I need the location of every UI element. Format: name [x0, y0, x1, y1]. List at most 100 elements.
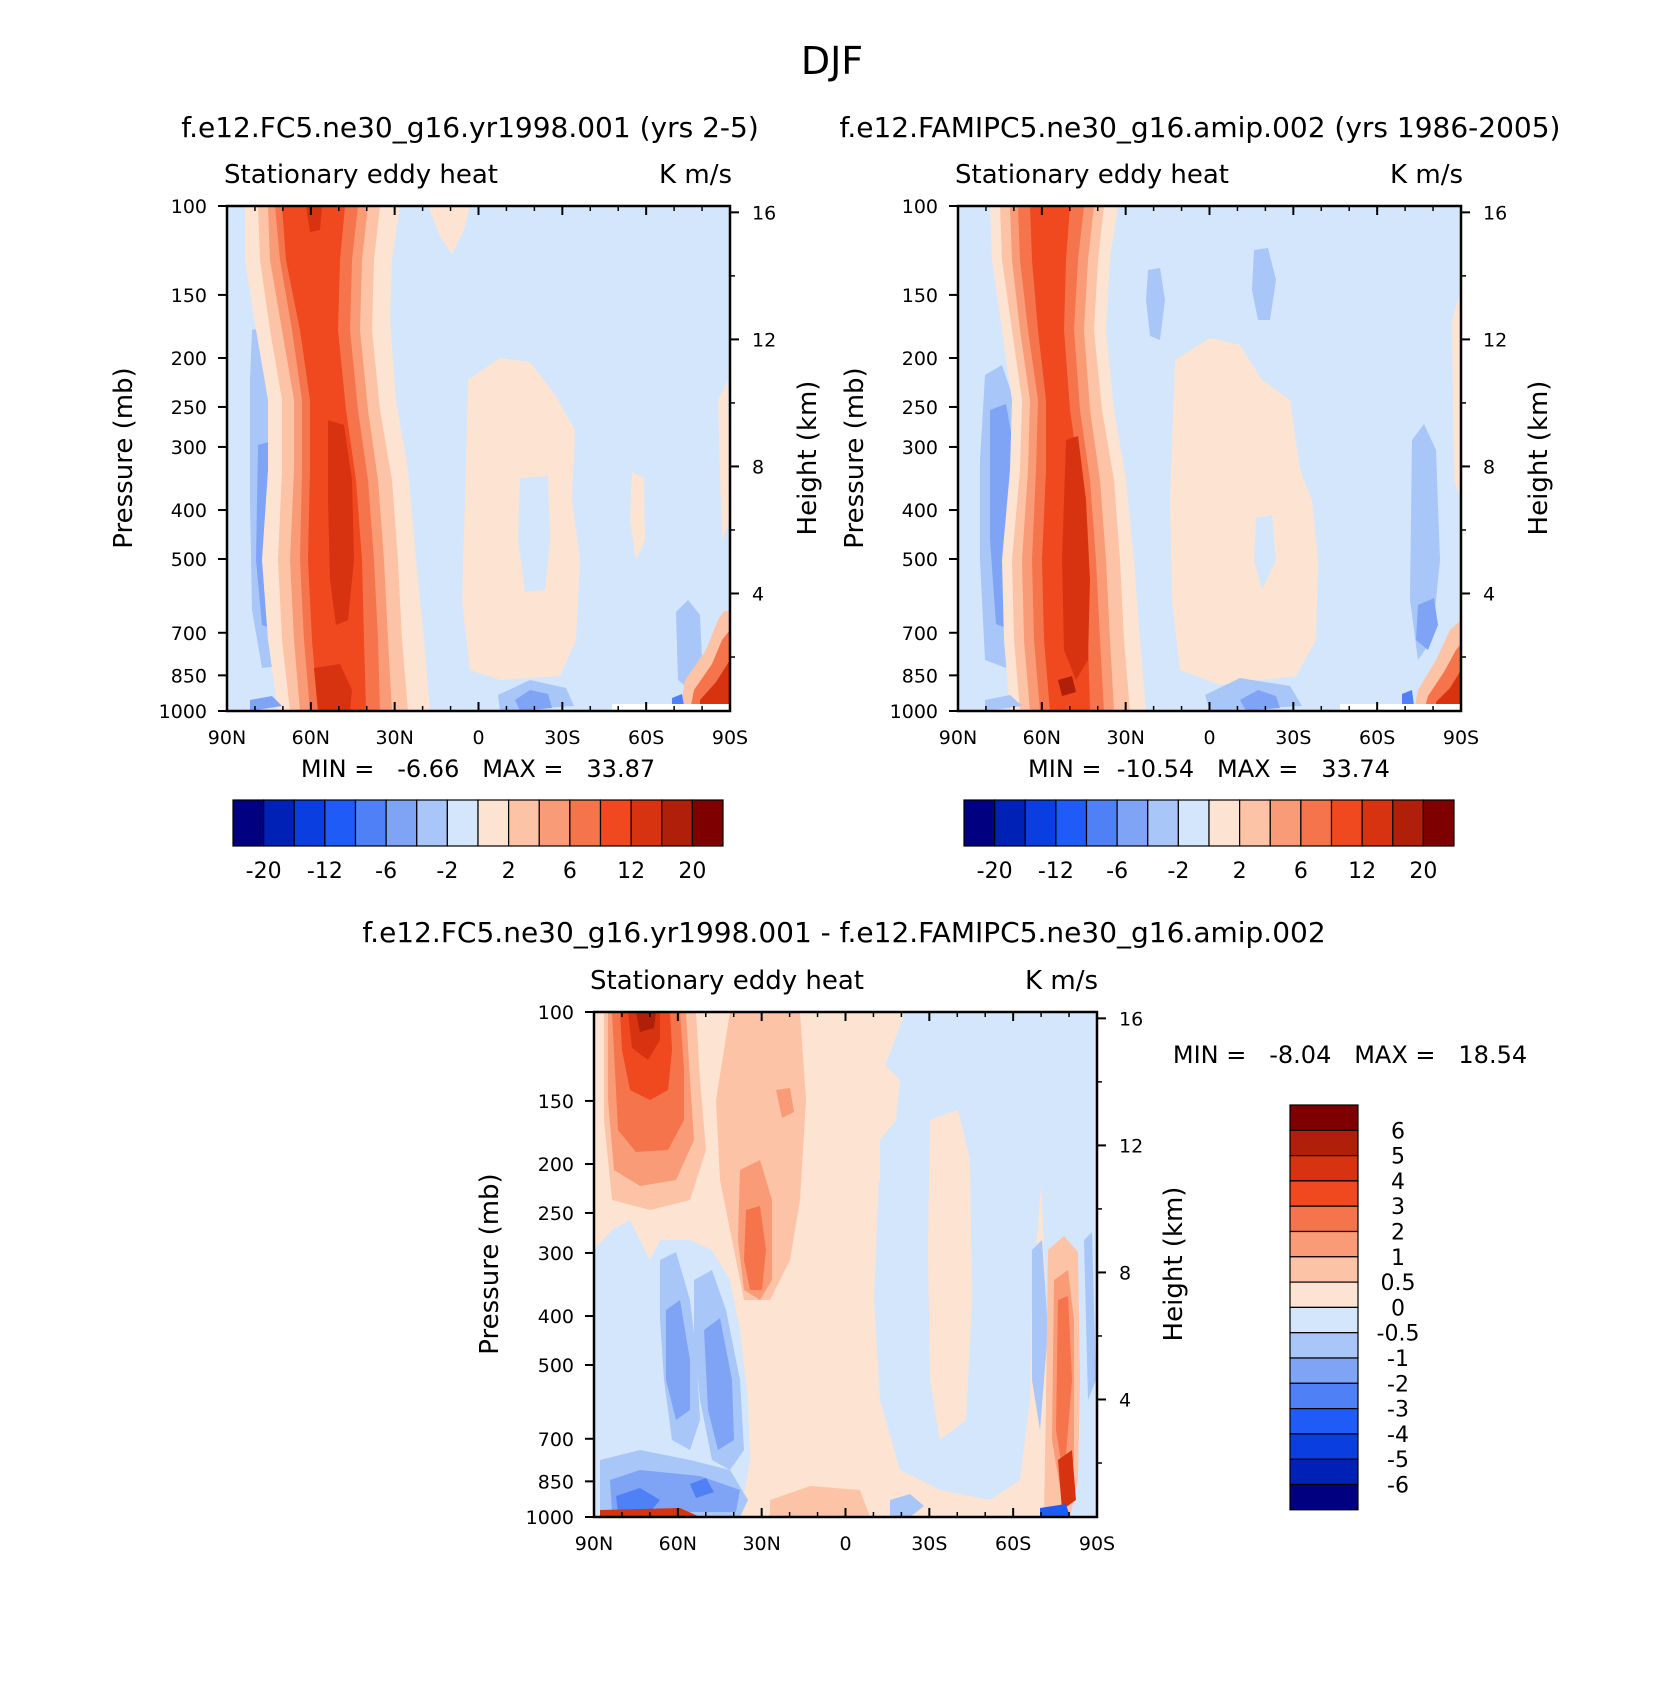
panel-3-variable-label: Stationary eddy heat — [590, 966, 864, 996]
y-tick-label: 850 — [538, 1471, 574, 1493]
equatorial-negative — [890, 1494, 924, 1517]
x-tick-label: 90S — [1443, 727, 1479, 749]
south-negative-core — [1416, 598, 1438, 650]
y-tick-label: 1000 — [890, 701, 938, 723]
x-tick-label: 90N — [575, 1533, 613, 1555]
panel-3-title: f.e12.FC5.ne30_g16.yr1998.001 - f.e12.FA… — [362, 916, 1325, 949]
panel-3-ylabel-right: Height (km) — [1159, 1187, 1189, 1342]
colorbar-swatch — [354, 799, 387, 847]
colorbar-swatch — [599, 799, 632, 847]
colorbar-swatch — [1289, 1154, 1359, 1182]
colorbar-swatch — [1361, 799, 1394, 847]
colorbar-label: 2 — [502, 859, 516, 884]
x-tick-label: 60S — [1359, 727, 1395, 749]
y-tick-label: 150 — [171, 285, 207, 307]
y-tick-label: 250 — [538, 1203, 574, 1225]
panel-2: f.e12.FAMIPC5.ne30_g16.amip.002 (yrs 198… — [840, 111, 1561, 884]
colorbar-swatch — [661, 799, 693, 847]
y-right-tick-label: 8 — [752, 456, 764, 478]
colorbar-label: -5 — [1387, 1448, 1409, 1473]
subtropical-positive-3 — [744, 1206, 766, 1290]
colorbar-label: 2 — [1391, 1221, 1405, 1246]
colorbar-swatch — [1289, 1407, 1359, 1435]
x-tick-label: 30N — [742, 1533, 780, 1555]
y-tick-label: 400 — [171, 500, 207, 522]
colorbar-swatch — [1239, 799, 1271, 847]
colorbar-swatch — [1289, 1205, 1359, 1233]
panel-2-stats: MIN = -10.54 MAX = 33.74 — [1028, 755, 1390, 783]
core-maximum — [1062, 436, 1090, 680]
x-tick-label: 30S — [544, 727, 580, 749]
colorbar-label: -20 — [246, 859, 282, 884]
colorbar-label: 4 — [1391, 1170, 1405, 1195]
x-tick-label: 90N — [939, 727, 977, 749]
y-tick-label: 100 — [171, 196, 207, 218]
surface-negative-core — [515, 690, 552, 711]
south-surface-negative-dot — [1402, 690, 1414, 708]
y-tick-label: 200 — [538, 1154, 574, 1176]
x-tick-label: 30S — [1275, 727, 1311, 749]
colorbar-label: 5 — [1391, 1145, 1405, 1170]
colorbar-swatch — [1055, 799, 1088, 847]
panel-2-title: f.e12.FAMIPC5.ne30_g16.amip.002 (yrs 198… — [840, 111, 1561, 144]
small-positive — [630, 472, 645, 560]
colorbar-label: -2 — [1167, 859, 1189, 884]
colorbar-label: 0.5 — [1381, 1271, 1416, 1296]
colorbar-swatch — [1422, 799, 1455, 847]
missing-data-strip — [612, 704, 730, 711]
panel-2-variable-label: Stationary eddy heat — [955, 160, 1229, 190]
colorbar-swatch — [1147, 799, 1179, 847]
colorbar-swatch — [1116, 799, 1149, 847]
x-tick-label: 60N — [659, 1533, 697, 1555]
y-tick-label: 500 — [902, 549, 938, 571]
y-tick-label: 300 — [902, 437, 938, 459]
colorbar-label: 1 — [1391, 1246, 1405, 1271]
panel-1-title: f.e12.FC5.ne30_g16.yr1998.001 (yrs 2-5) — [181, 111, 759, 144]
colorbar-swatch — [1289, 1230, 1359, 1258]
x-tick-label: 0 — [1203, 727, 1215, 749]
blue-pocket — [518, 476, 550, 592]
surface-negative-core — [1240, 690, 1280, 711]
y-right-tick-label: 4 — [752, 583, 764, 605]
north-surface-negative — [250, 696, 282, 711]
panel-2-ylabel-right: Height (km) — [1524, 381, 1554, 536]
southern-positive-lobe — [790, 1012, 900, 1200]
colorbar-swatch — [1269, 799, 1302, 847]
y-right-tick-label: 16 — [1483, 202, 1507, 224]
colorbar-swatch — [1289, 1306, 1359, 1334]
y-tick-label: 150 — [538, 1091, 574, 1113]
south-edge-negative-strip — [1084, 1232, 1096, 1400]
y-tick-label: 700 — [902, 623, 938, 645]
y-tick-label: 200 — [902, 348, 938, 370]
colorbar-swatch — [538, 799, 571, 847]
south-edge-neg-strip — [1032, 1240, 1048, 1430]
panel-1-stats: MIN = -6.66 MAX = 33.87 — [301, 755, 655, 783]
northern-negative-surface — [616, 1488, 660, 1512]
y-tick-label: 400 — [538, 1306, 574, 1328]
north-surface-negative — [985, 695, 1022, 711]
colorbar-swatch — [569, 799, 602, 847]
x-tick-label: 30S — [911, 1533, 947, 1555]
panel-1-ylabel-right: Height (km) — [793, 381, 823, 536]
y-right-tick-label: 8 — [1483, 456, 1495, 478]
colorbar-swatch — [1300, 799, 1333, 847]
y-tick-label: 700 — [538, 1429, 574, 1451]
northern-negative-core-2 — [704, 1318, 734, 1450]
figure-title: DJF — [801, 39, 863, 83]
upper-positive-6 — [636, 1012, 656, 1032]
colorbar-swatch — [416, 799, 448, 847]
colorbar-swatch — [293, 799, 326, 847]
x-tick-label: 90S — [1079, 1533, 1115, 1555]
x-tick-label: 60S — [995, 1533, 1031, 1555]
colorbar-swatch — [1208, 799, 1241, 847]
panel-3-stats: MIN = -8.04 MAX = 18.54 — [1173, 1041, 1527, 1069]
right-edge-positive — [1452, 290, 1461, 500]
colorbar-swatch — [1289, 1382, 1359, 1410]
y-right-tick-label: 12 — [1483, 329, 1507, 351]
top-right-positive — [428, 206, 470, 254]
colorbar-swatch — [1289, 1332, 1359, 1359]
colorbar-label: 6 — [1294, 859, 1308, 884]
colorbar-label: -6 — [1106, 859, 1128, 884]
colorbar-swatch — [1289, 1129, 1359, 1157]
